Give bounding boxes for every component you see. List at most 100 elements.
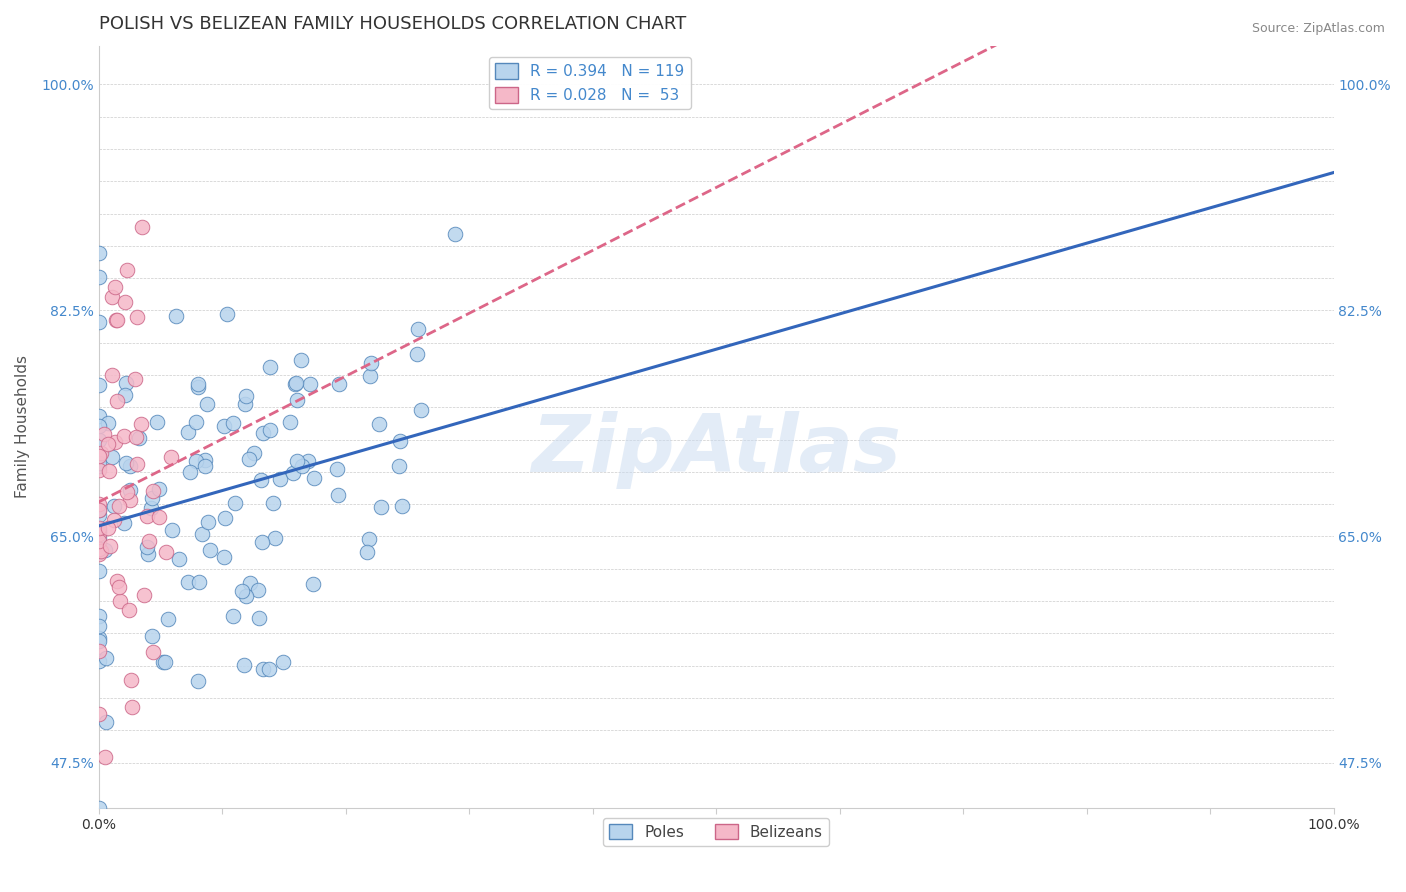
Point xyxy=(187,377,209,392)
Point xyxy=(87,542,110,557)
Legend: Poles, Belizeans: Poles, Belizeans xyxy=(603,818,830,846)
Point xyxy=(285,454,308,468)
Point xyxy=(239,576,262,591)
Point xyxy=(187,574,209,589)
Text: POLISH VS BELIZEAN FAMILY HOUSEHOLDS CORRELATION CHART: POLISH VS BELIZEAN FAMILY HOUSEHOLDS COR… xyxy=(98,15,686,33)
Point xyxy=(184,454,207,468)
Point xyxy=(98,539,121,553)
Point xyxy=(118,458,141,473)
Point xyxy=(247,610,270,624)
Point xyxy=(297,454,319,468)
Point xyxy=(105,394,128,409)
Point xyxy=(250,535,273,549)
Point xyxy=(191,526,214,541)
Point xyxy=(87,631,110,645)
Point xyxy=(233,397,256,411)
Point xyxy=(222,608,245,623)
Point xyxy=(87,533,110,548)
Point xyxy=(391,499,413,513)
Point xyxy=(367,417,389,431)
Point xyxy=(87,449,110,463)
Point xyxy=(259,423,281,437)
Point xyxy=(128,432,150,446)
Point xyxy=(328,376,350,391)
Point xyxy=(257,662,280,676)
Point xyxy=(142,484,165,499)
Point xyxy=(105,312,128,326)
Point xyxy=(103,499,125,513)
Point xyxy=(87,463,110,477)
Point xyxy=(125,430,148,444)
Point xyxy=(136,547,159,561)
Point xyxy=(262,496,284,510)
Point xyxy=(87,418,110,433)
Point xyxy=(235,589,257,603)
Point xyxy=(100,290,122,304)
Point xyxy=(291,459,314,474)
Point xyxy=(117,603,139,617)
Point xyxy=(112,429,135,443)
Point xyxy=(118,493,141,508)
Point xyxy=(359,368,381,383)
Point xyxy=(93,427,115,442)
Point xyxy=(246,583,269,598)
Point xyxy=(108,499,131,513)
Point xyxy=(87,508,110,523)
Point xyxy=(87,547,110,561)
Point xyxy=(97,521,120,535)
Point xyxy=(98,464,121,478)
Point xyxy=(284,376,307,391)
Point xyxy=(87,409,110,424)
Point xyxy=(179,465,201,479)
Point xyxy=(370,500,392,515)
Point xyxy=(167,552,190,566)
Point xyxy=(146,416,169,430)
Point xyxy=(326,488,349,502)
Point xyxy=(214,418,236,433)
Point xyxy=(115,484,138,499)
Point xyxy=(90,446,112,460)
Point xyxy=(87,497,110,511)
Point xyxy=(195,397,218,411)
Point xyxy=(232,658,254,673)
Point xyxy=(87,503,110,517)
Point xyxy=(87,433,110,447)
Point xyxy=(326,461,349,475)
Point xyxy=(409,403,432,417)
Point xyxy=(187,380,209,394)
Point xyxy=(127,457,149,471)
Point xyxy=(104,435,127,450)
Point xyxy=(280,416,302,430)
Point xyxy=(112,516,135,530)
Point xyxy=(87,526,110,541)
Point xyxy=(259,360,281,375)
Point xyxy=(224,496,246,510)
Point xyxy=(215,307,238,321)
Point xyxy=(114,376,136,390)
Point xyxy=(129,417,152,431)
Point xyxy=(388,458,411,473)
Point xyxy=(87,542,110,557)
Point xyxy=(87,269,110,284)
Point xyxy=(148,509,170,524)
Point xyxy=(136,541,159,555)
Point xyxy=(104,313,127,327)
Point xyxy=(356,545,378,559)
Point xyxy=(214,511,236,525)
Point xyxy=(114,388,136,402)
Point xyxy=(160,524,183,538)
Point xyxy=(238,452,260,467)
Point xyxy=(285,392,308,407)
Point xyxy=(97,416,120,430)
Point xyxy=(200,543,222,558)
Point xyxy=(302,471,325,485)
Point xyxy=(87,456,110,470)
Point xyxy=(243,445,266,459)
Point xyxy=(165,309,187,323)
Point xyxy=(101,450,124,464)
Point xyxy=(186,415,208,429)
Point xyxy=(298,377,321,392)
Point xyxy=(125,310,148,324)
Point xyxy=(141,491,163,505)
Text: ZipAtlas: ZipAtlas xyxy=(531,410,901,489)
